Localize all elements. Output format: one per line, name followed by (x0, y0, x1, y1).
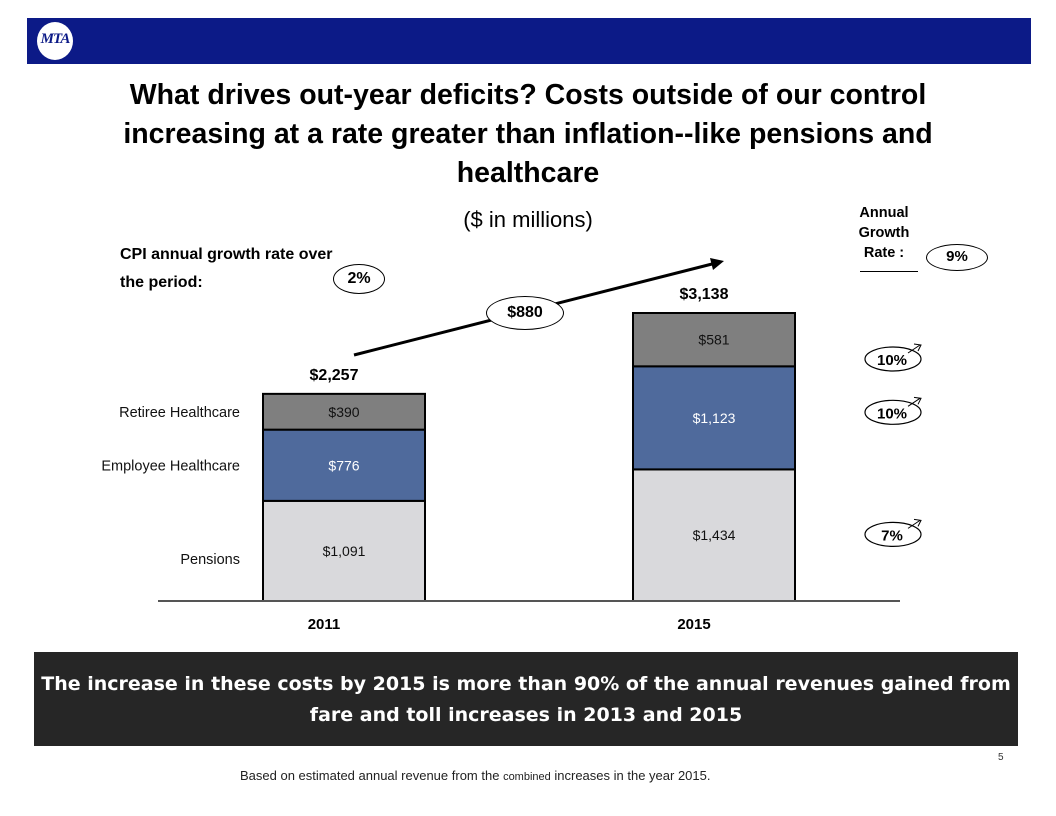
header-bar: MTA (27, 18, 1031, 64)
growth-arrowhead-icon (913, 343, 922, 352)
bar-value-label: $776 (328, 457, 359, 473)
footnote-part1: Based on estimated annual revenue from t… (240, 768, 504, 783)
cpi-label: CPI annual growth rate over the period: (120, 246, 333, 291)
callout-box: The increase in these costs by 2015 is m… (34, 652, 1018, 746)
growth-rate-label: 10% (877, 352, 907, 369)
footnote-part2: increases in the year 2015. (550, 768, 711, 783)
increase-arrow-head (710, 258, 724, 270)
bar-total-label: $3,138 (680, 286, 729, 303)
growth-oval (864, 521, 922, 547)
footnote-small: combined (503, 771, 551, 783)
mta-logo: MTA (37, 22, 73, 60)
bar-value-label: $581 (698, 332, 729, 348)
logo-text: MTA (40, 31, 71, 47)
growth-oval (864, 346, 922, 372)
bar-segment (632, 312, 796, 368)
series-name-label: Employee Healthcare (101, 458, 240, 474)
growth-arrowhead-icon (913, 518, 922, 527)
x-tick-label: 2015 (677, 616, 710, 633)
growth-arrow-icon (907, 519, 921, 529)
cpi-value: 2% (347, 270, 371, 287)
bar-segment (262, 428, 426, 502)
bar-value-label: $1,091 (323, 543, 366, 559)
series-name-label: Pensions (180, 552, 240, 568)
footnote: Based on estimated annual revenue from t… (240, 768, 840, 783)
units-subtitle: ($ in millions) (463, 207, 593, 232)
bar-segment (262, 392, 426, 431)
x-tick-label: 2011 (308, 616, 341, 633)
growth-rate-header: Annual Growth Rate : (858, 205, 910, 261)
growth-oval (864, 399, 922, 425)
growth-header-underline (860, 271, 918, 272)
overall-growth-value: 9% (946, 248, 968, 265)
cpi-value-oval: 2% (333, 264, 385, 294)
bar-value-label: $390 (328, 404, 359, 420)
growth-rate-label: 7% (881, 527, 903, 544)
series-name-label: Retiree Healthcare (119, 405, 240, 421)
page-title: What drives out-year deficits? Costs out… (123, 79, 933, 189)
bar-value-label: $1,434 (693, 527, 736, 543)
bar-segment (632, 365, 796, 471)
growth-arrowhead-icon (913, 396, 922, 405)
page-number: 5 (998, 752, 1004, 763)
increase-oval: $880 (486, 296, 564, 330)
growth-arrow-icon (907, 397, 921, 407)
growth-rate-label: 10% (877, 405, 907, 422)
increase-value: $880 (507, 304, 543, 321)
bar-total-label: $2,257 (310, 367, 359, 384)
bar-value-label: $1,123 (693, 410, 736, 426)
overall-growth-oval: 9% (926, 244, 988, 271)
growth-arrow-icon (907, 344, 921, 354)
